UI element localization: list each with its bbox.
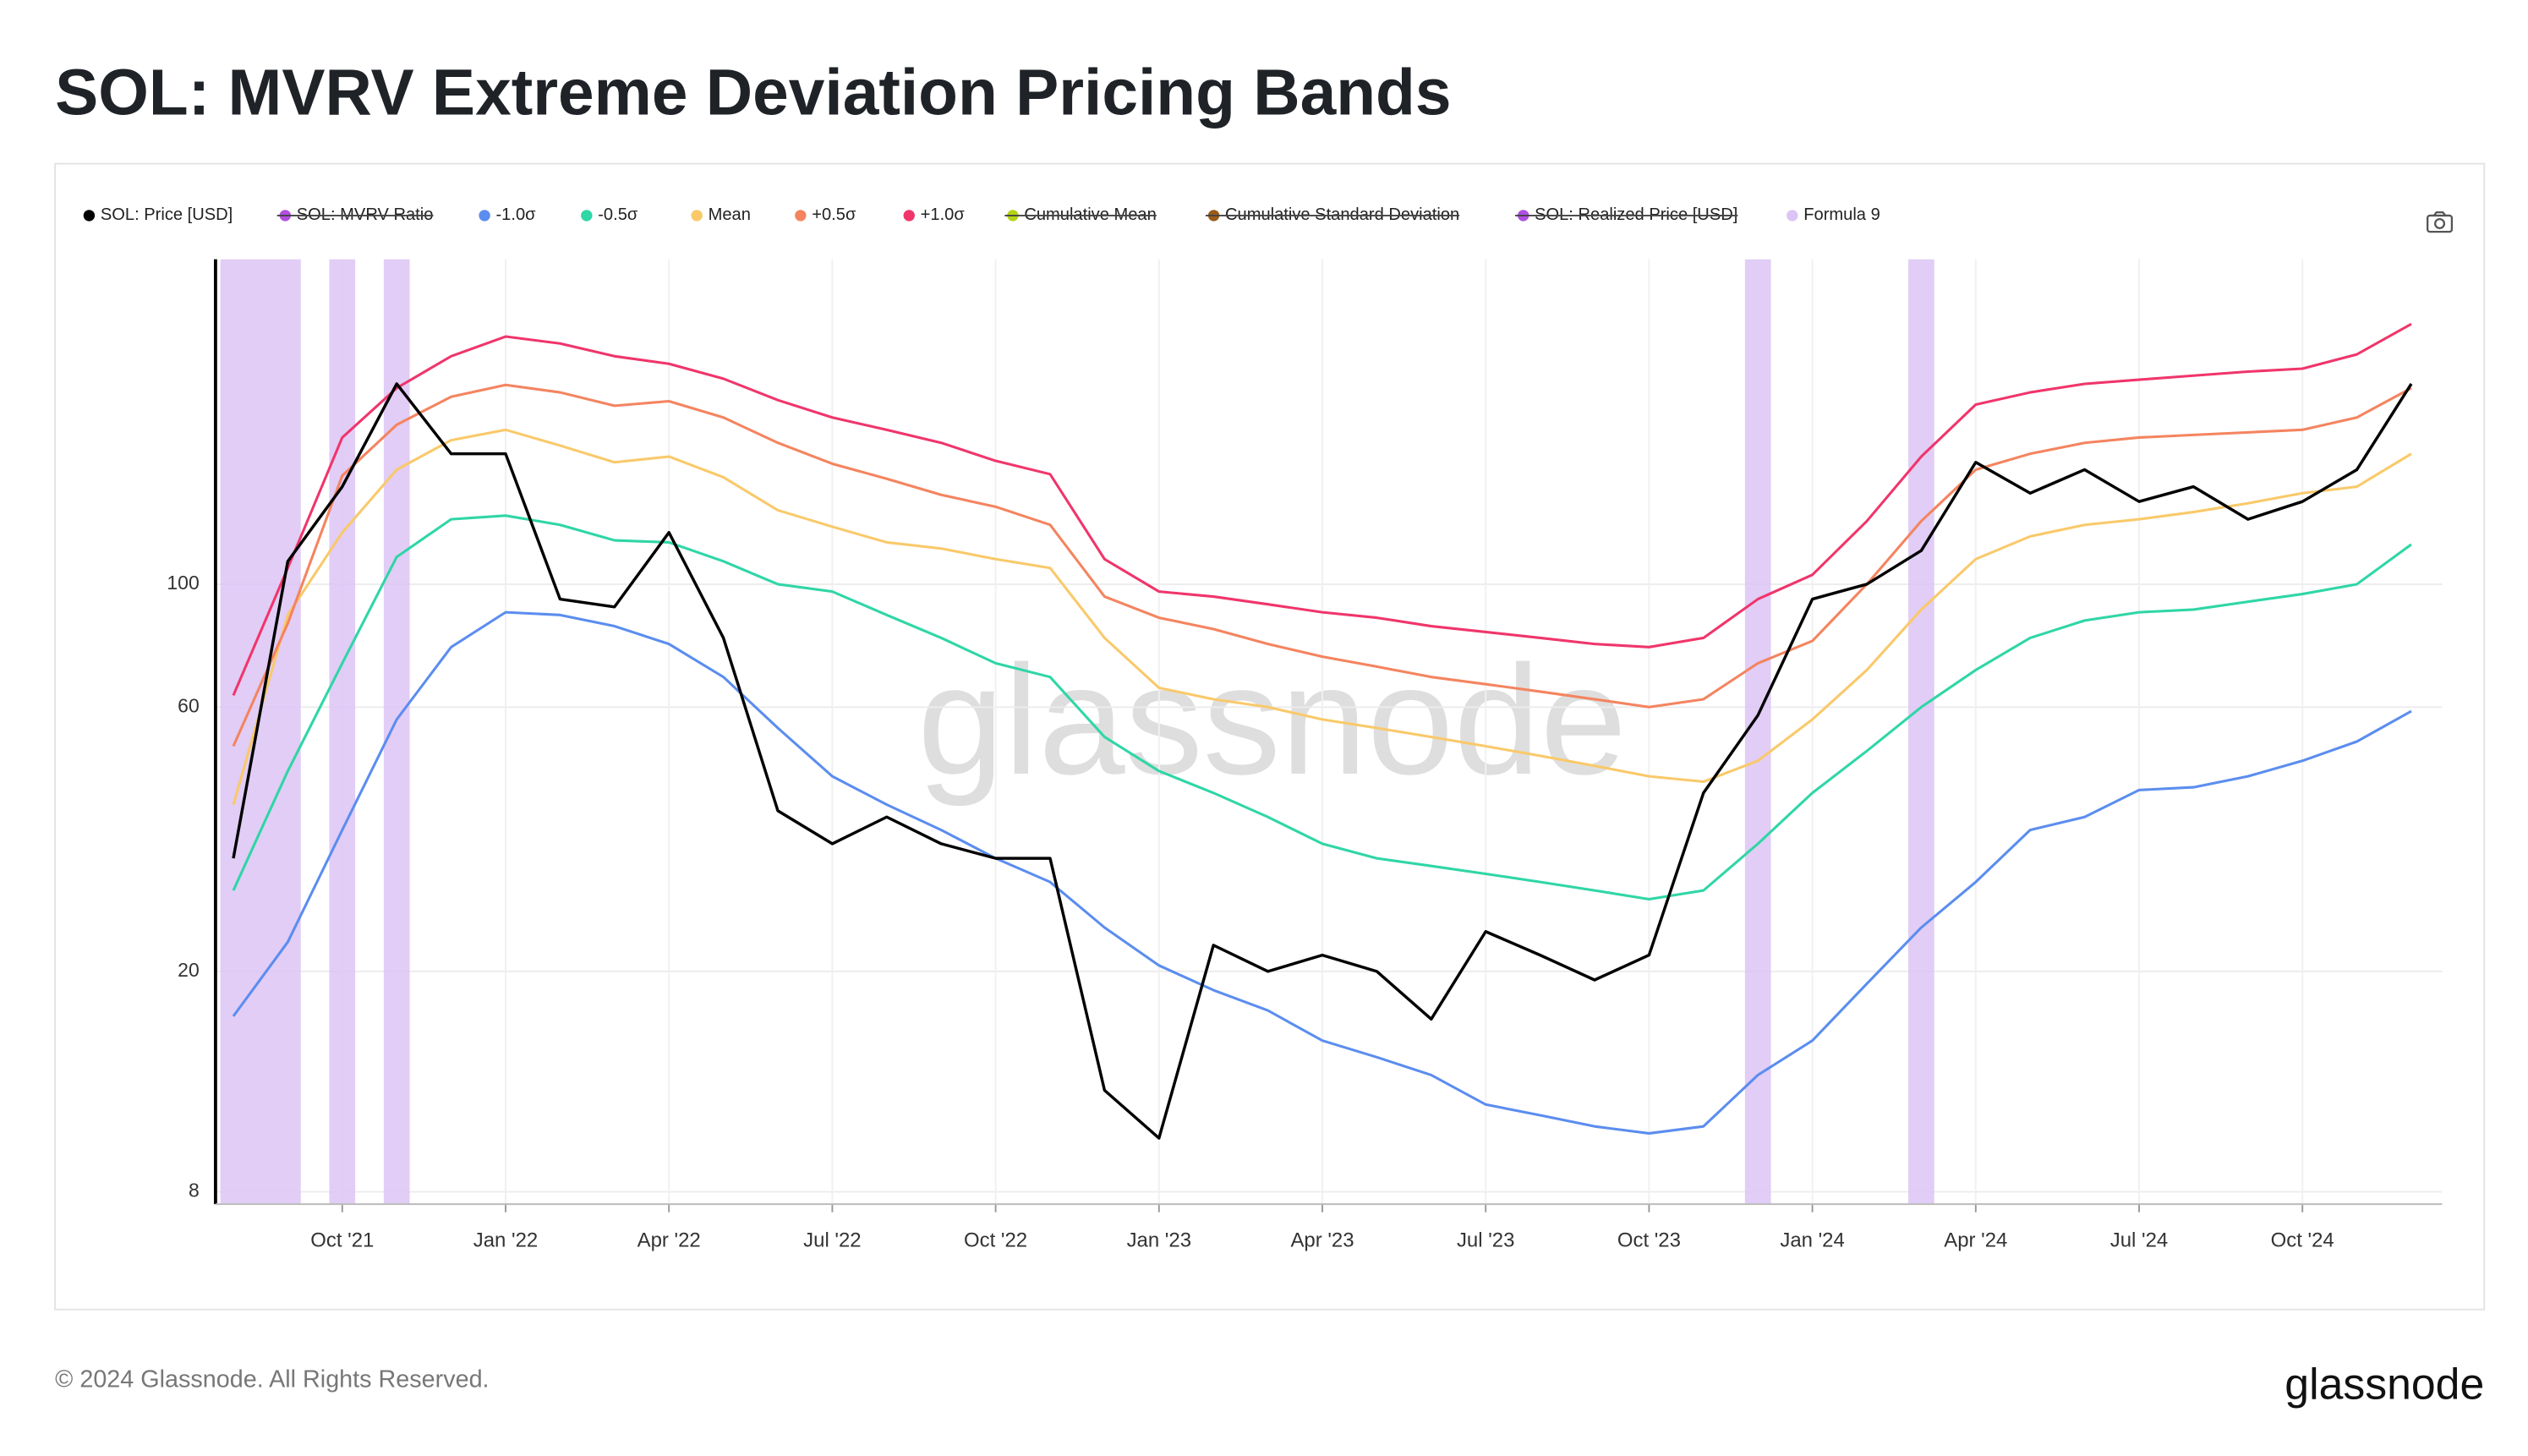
legend-item[interactable]: +1.0σ: [903, 205, 966, 224]
legend-item[interactable]: Cumulative Standard Deviation: [1206, 205, 1459, 224]
legend-item[interactable]: Cumulative Mean: [1004, 205, 1157, 224]
legend-item[interactable]: SOL: Price [USD]: [83, 205, 233, 224]
legend: SOL: Price [USD] SOL: MVRV Ratio -1.0σ -0.5…: [83, 205, 1880, 224]
legend-swatch: [1787, 210, 1798, 222]
series-line: [232, 428, 2412, 806]
series-line: [232, 322, 2412, 697]
legend-label: Formula 9: [1803, 205, 1880, 224]
camera-icon[interactable]: [2427, 211, 2454, 233]
y-tick-label: 8: [189, 1180, 200, 1201]
series-line: [232, 514, 2412, 900]
x-tick-label: Oct '21: [310, 1229, 374, 1252]
shaded-span: [329, 259, 356, 1205]
legend-item[interactable]: SOL: MVRV Ratio: [276, 205, 434, 224]
shaded-span: [1744, 259, 1771, 1205]
legend-swatch: [691, 210, 703, 222]
x-tick-label: Apr '22: [637, 1229, 701, 1252]
footer: © 2024 Glassnode. All Rights Reserved.: [55, 1366, 489, 1393]
legend-item[interactable]: Mean: [691, 205, 751, 224]
x-tick-label: Jul '23: [1457, 1229, 1514, 1252]
legend-swatch: [581, 210, 593, 222]
series-line: [232, 382, 2413, 1140]
legend-item[interactable]: +0.5σ: [795, 205, 856, 224]
legend-item[interactable]: SOL: Realized Price [USD]: [1515, 205, 1738, 224]
legend-item[interactable]: Formula 9: [1787, 205, 1880, 224]
legend-swatch: [903, 210, 915, 222]
y-tick-label: 60: [178, 694, 200, 716]
legend-swatch: [83, 210, 96, 222]
brand-logo: glassnode: [2285, 1359, 2484, 1408]
legend-swatch: [795, 210, 807, 222]
shaded-span: [1908, 259, 1934, 1205]
legend-label: -1.0σ: [496, 205, 537, 224]
x-tick-label: Jan '22: [473, 1229, 538, 1252]
x-tick-label: Oct '22: [964, 1229, 1027, 1252]
chart-title: SOL: MVRV Extreme Deviation Pricing Band…: [55, 57, 1451, 129]
series-line: [232, 610, 2412, 1135]
x-tick-label: Jan '23: [1127, 1229, 1191, 1252]
legend-label: +0.5σ: [812, 205, 856, 224]
chart-frame: [54, 162, 2486, 1311]
legend-item[interactable]: -0.5σ: [581, 205, 638, 224]
legend-label: SOL: Price [USD]: [101, 205, 233, 224]
legend-label: Mean: [709, 205, 751, 224]
legend-swatch: [479, 210, 490, 222]
x-tick-label: Apr '24: [1944, 1229, 2007, 1252]
shaded-span: [383, 259, 410, 1205]
plot-area: 8 20 60 100 Oct '21 Jan '22 Apr '22 Jul '22 Oct …: [167, 259, 2443, 1252]
legend-label: +1.0σ: [921, 205, 966, 224]
x-tick-label: Jan '24: [1780, 1229, 1844, 1252]
y-tick-label: 100: [167, 572, 199, 594]
y-tick-label: 20: [178, 959, 200, 981]
x-tick-label: Oct '23: [1617, 1229, 1681, 1252]
x-tick-label: Oct '24: [2271, 1229, 2334, 1252]
legend-item[interactable]: -1.0σ: [479, 205, 536, 224]
x-tick-label: Jul '24: [2110, 1229, 2168, 1252]
shaded-span: [220, 259, 301, 1205]
series-line: [232, 383, 2412, 747]
x-tick-label: Jul '22: [803, 1229, 861, 1252]
x-tick-label: Apr '23: [1290, 1229, 1354, 1252]
legend-label: -0.5σ: [598, 205, 638, 224]
watermark: glassnode: [917, 632, 1627, 807]
